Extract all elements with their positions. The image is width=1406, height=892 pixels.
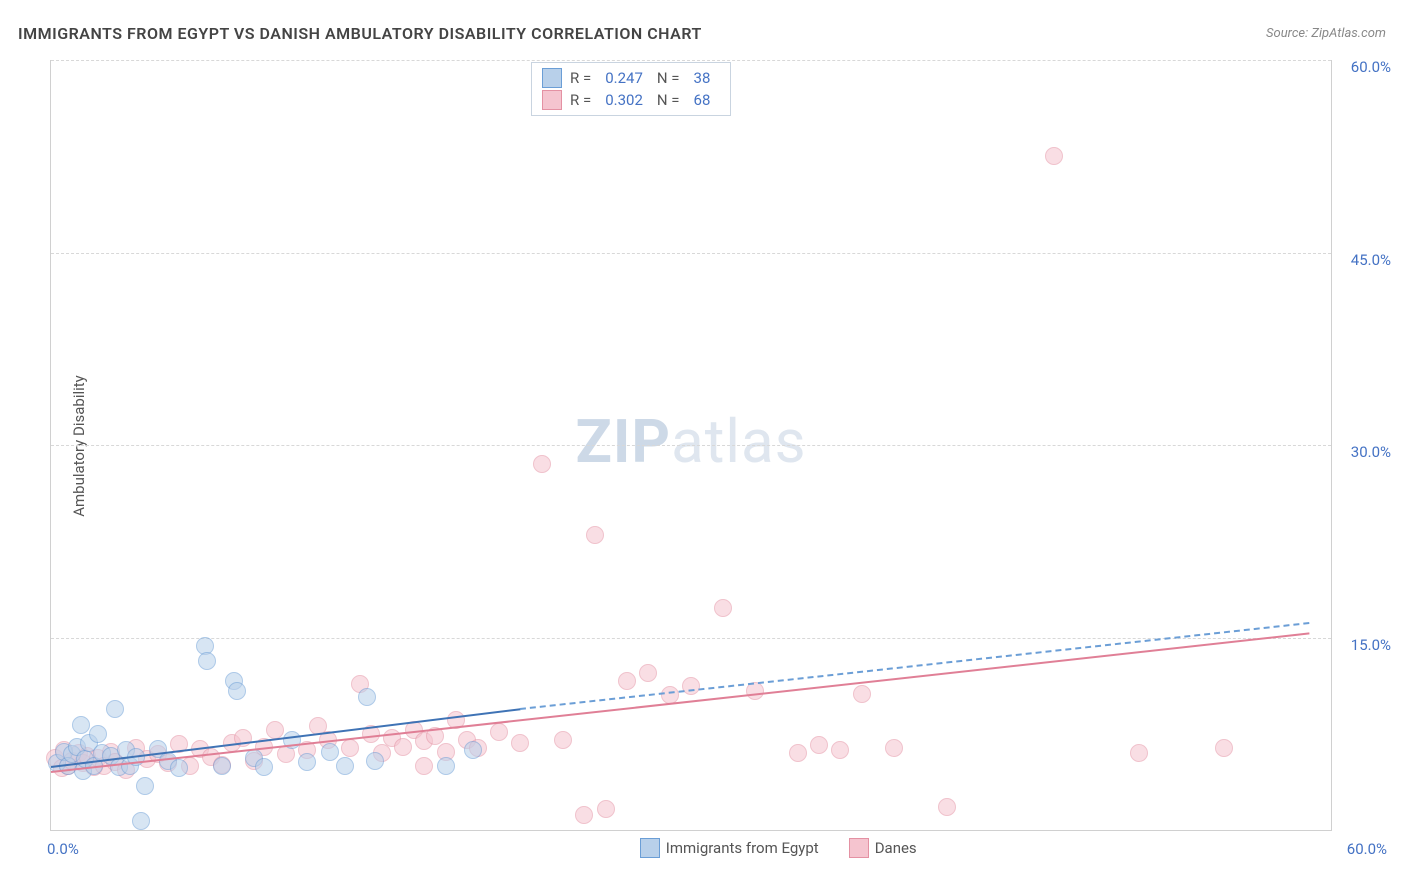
gridline — [51, 60, 1331, 61]
ytick-label: 15.0% — [1336, 636, 1391, 654]
series1-point — [358, 688, 376, 706]
series2-point — [394, 738, 412, 756]
series2-point — [831, 741, 849, 759]
series2-point — [789, 744, 807, 762]
series2-point — [586, 526, 604, 544]
r-value-series1: 0.247 — [599, 69, 649, 87]
swatch-series1-icon — [640, 838, 660, 858]
series1-point — [366, 752, 384, 770]
series1-point — [464, 741, 482, 759]
series2-point — [714, 599, 732, 617]
series2-point — [810, 736, 828, 754]
series1-point — [298, 753, 316, 771]
series2-point — [853, 685, 871, 703]
series2-point — [511, 734, 529, 752]
series1-point — [72, 716, 90, 734]
series-legend: Immigrants from Egypt Danes — [640, 838, 917, 858]
swatch-series2-icon — [542, 90, 562, 110]
legend-item-series2: Danes — [849, 838, 917, 858]
series2-point — [1045, 147, 1063, 165]
series2-point — [554, 731, 572, 749]
r-label: R = — [570, 91, 591, 109]
scatter-plot-area: ZIPatlas R = 0.247 N = 38 R = 0.302 N = … — [50, 60, 1332, 831]
swatch-series2-icon — [849, 838, 869, 858]
series1-point — [132, 812, 150, 830]
correlation-legend: R = 0.247 N = 38 R = 0.302 N = 68 — [531, 62, 731, 116]
series1-point — [228, 682, 246, 700]
ytick-label: 60.0% — [1336, 58, 1391, 76]
n-label: N = — [657, 69, 680, 87]
gridline — [51, 253, 1331, 254]
r-label: R = — [570, 69, 591, 87]
series1-point — [213, 757, 231, 775]
chart-title: IMMIGRANTS FROM EGYPT VS DANISH AMBULATO… — [18, 24, 702, 43]
series1-point — [255, 758, 273, 776]
trendline-series2 — [51, 632, 1310, 773]
series1-point — [437, 757, 455, 775]
series2-point — [639, 664, 657, 682]
series2-point — [618, 672, 636, 690]
swatch-series1-icon — [542, 68, 562, 88]
series2-point — [266, 721, 284, 739]
xtick-max: 60.0% — [1347, 840, 1387, 858]
gridline — [51, 638, 1331, 639]
series1-point — [170, 759, 188, 777]
series2-point — [490, 723, 508, 741]
series1-point — [336, 757, 354, 775]
watermark-zip: ZIP — [575, 406, 671, 477]
series2-point — [1130, 744, 1148, 762]
series1-point — [89, 725, 107, 743]
series2-point — [597, 800, 615, 818]
series1-point — [106, 700, 124, 718]
watermark: ZIPatlas — [575, 406, 806, 477]
ytick-label: 30.0% — [1336, 443, 1391, 461]
r-value-series2: 0.302 — [599, 91, 649, 109]
series1-point — [321, 743, 339, 761]
gridline — [51, 445, 1331, 446]
legend-row-series2: R = 0.302 N = 68 — [542, 89, 716, 111]
series2-point — [341, 739, 359, 757]
legend-item-series1: Immigrants from Egypt — [640, 838, 819, 858]
n-value-series2: 68 — [688, 91, 717, 109]
series2-point — [415, 757, 433, 775]
n-value-series1: 38 — [688, 69, 717, 87]
series1-label: Immigrants from Egypt — [666, 839, 819, 857]
watermark-atlas: atlas — [671, 406, 806, 477]
series2-point — [885, 739, 903, 757]
source-attribution: Source: ZipAtlas.com — [1266, 26, 1386, 41]
trendline-extrap-series1 — [520, 622, 1310, 711]
series2-point — [1215, 739, 1233, 757]
series2-point — [938, 798, 956, 816]
ytick-label: 45.0% — [1336, 251, 1391, 269]
series1-point — [198, 652, 216, 670]
n-label: N = — [657, 91, 680, 109]
series2-point — [575, 806, 593, 824]
xtick-min: 0.0% — [47, 840, 79, 858]
series1-point — [136, 777, 154, 795]
series2-label: Danes — [875, 839, 917, 857]
series2-point — [533, 455, 551, 473]
legend-row-series1: R = 0.247 N = 38 — [542, 67, 716, 89]
